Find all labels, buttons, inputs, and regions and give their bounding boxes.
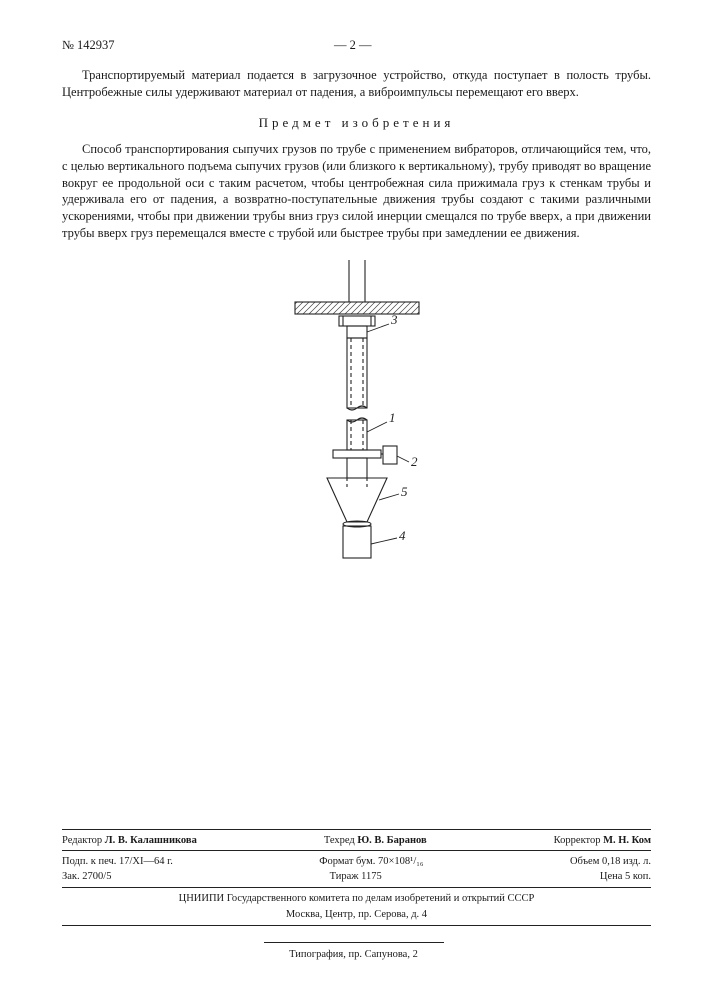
figure-label-3: 3 [390,312,398,327]
typography-line: Типография, пр. Сапунова, 2 [0,938,707,960]
header-spacer [591,38,651,53]
corrector: Корректор М. Н. Ком [554,834,651,849]
editor-name: Л. В. Калашникова [105,835,197,846]
publisher-addr: Москва, Центр, пр. Серова, д. 4 [62,908,651,923]
techred-name: Ю. В. Баранов [357,835,426,846]
figure-label-2: 2 [411,454,418,469]
corrector-label: Корректор [554,835,601,846]
figure-label-5: 5 [401,484,408,499]
imprint-row3: Зак. 2700/5 Тираж 1175 Цена 5 коп. [62,870,651,885]
page-number: — 2 — [334,38,372,53]
typography-text: Типография, пр. Сапунова, 2 [289,949,418,960]
technical-drawing: 3 1 2 5 4 [267,260,447,590]
techred: Техред Ю. В. Баранов [324,834,427,849]
imprint-row2: Подп. к печ. 17/XI—64 г. Формат бум. 70×… [62,855,651,870]
imprint-block: Редактор Л. В. Калашникова Техред Ю. В. … [62,827,651,930]
corrector-name: М. Н. Ком [603,835,651,846]
intro-paragraph: Транспортируемый материал подается в заг… [62,67,651,101]
techred-label: Техред [324,835,355,846]
publisher-org: ЦНИИПИ Государственного комитета по дела… [62,892,651,907]
figure-container: 3 1 2 5 4 [62,260,651,590]
paper-format: Формат бум. 70×108¹/₁₆ [319,855,423,870]
figure-label-1: 1 [389,410,396,425]
editor: Редактор Л. В. Калашникова [62,834,197,849]
print-run: Тираж 1175 [330,870,382,885]
page: № 142937 — 2 — Транспортируемый материал… [0,0,707,1000]
price: Цена 5 коп. [600,870,651,885]
section-title: Предмет изобретения [62,115,651,131]
figure-label-4: 4 [399,528,406,543]
claim-paragraph: Способ транспортирования сыпучих грузов … [62,141,651,242]
doc-number: № 142937 [62,38,115,53]
volume: Объем 0,18 изд. л. [570,855,651,870]
imprint-credits: Редактор Л. В. Калашникова Техред Ю. В. … [62,834,651,849]
order-number: Зак. 2700/5 [62,870,111,885]
editor-label: Редактор [62,835,102,846]
page-header: № 142937 — 2 — [62,38,651,53]
print-date: Подп. к печ. 17/XI—64 г. [62,855,173,870]
